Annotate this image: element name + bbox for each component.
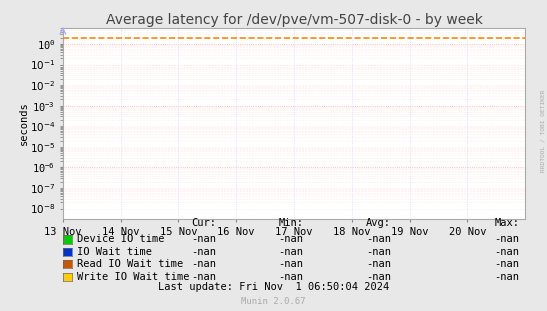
- Text: -nan: -nan: [278, 247, 304, 257]
- Text: Cur:: Cur:: [191, 218, 216, 228]
- Text: -nan: -nan: [494, 272, 520, 282]
- Text: -nan: -nan: [191, 247, 216, 257]
- Text: -nan: -nan: [191, 272, 216, 282]
- Text: -nan: -nan: [494, 259, 520, 269]
- Text: Min:: Min:: [278, 218, 304, 228]
- Text: IO Wait time: IO Wait time: [77, 247, 152, 257]
- Text: -nan: -nan: [366, 247, 391, 257]
- Text: -nan: -nan: [366, 259, 391, 269]
- Text: Write IO Wait time: Write IO Wait time: [77, 272, 189, 282]
- Text: -nan: -nan: [494, 247, 520, 257]
- Text: Last update: Fri Nov  1 06:50:04 2024: Last update: Fri Nov 1 06:50:04 2024: [158, 282, 389, 292]
- Text: -nan: -nan: [494, 234, 520, 244]
- Text: -nan: -nan: [278, 259, 304, 269]
- Text: -nan: -nan: [278, 272, 304, 282]
- Text: -nan: -nan: [191, 234, 216, 244]
- Y-axis label: seconds: seconds: [19, 102, 28, 146]
- Text: RRDTOOL / TOBI OETIKER: RRDTOOL / TOBI OETIKER: [541, 89, 546, 172]
- Text: Max:: Max:: [494, 218, 520, 228]
- Text: Read IO Wait time: Read IO Wait time: [77, 259, 183, 269]
- Text: Avg:: Avg:: [366, 218, 391, 228]
- Text: Device IO time: Device IO time: [77, 234, 164, 244]
- Text: Munin 2.0.67: Munin 2.0.67: [241, 297, 306, 306]
- Text: -nan: -nan: [366, 234, 391, 244]
- Title: Average latency for /dev/pve/vm-507-disk-0 - by week: Average latency for /dev/pve/vm-507-disk…: [106, 13, 482, 27]
- Text: -nan: -nan: [278, 234, 304, 244]
- Text: -nan: -nan: [366, 272, 391, 282]
- Text: -nan: -nan: [191, 259, 216, 269]
